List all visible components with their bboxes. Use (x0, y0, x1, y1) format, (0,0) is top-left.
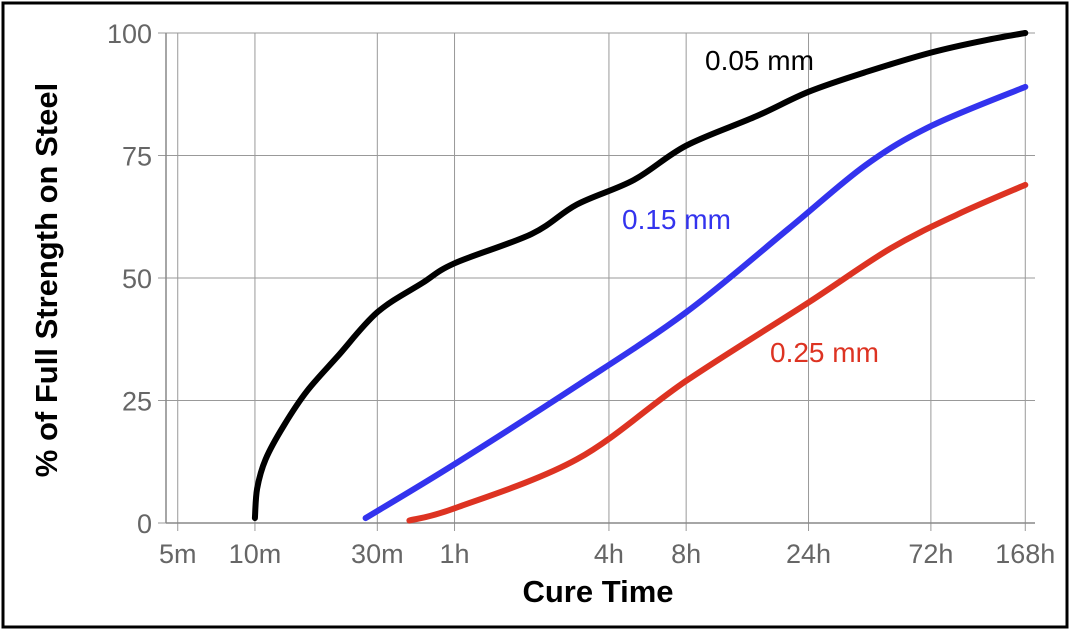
x-tick-label: 72h (908, 539, 953, 569)
series-label-1: 0.05 mm (705, 45, 814, 76)
y-tick-label: 50 (122, 264, 152, 294)
x-tick-label: 4h (594, 539, 624, 569)
x-tick-label: 24h (786, 539, 831, 569)
x-tick-label: 8h (671, 539, 701, 569)
series-labels: 0.05 mm 0.15 mm 0.25 mm (622, 45, 879, 368)
series-lines (251, 30, 1029, 524)
tick-labels: 5m 10m 30m 1h 4h 8h 24h 72h 168h 0 25 50 75 100 (107, 19, 1055, 569)
series-line-3 (406, 181, 1029, 524)
y-tick-label: 100 (107, 19, 152, 49)
y-tick-label: 25 (122, 387, 152, 417)
series-line-1 (251, 30, 1029, 522)
series-line-2 (362, 83, 1029, 522)
x-tick-label: 5m (159, 539, 197, 569)
series-label-2: 0.15 mm (622, 204, 731, 235)
axes (165, 33, 1035, 524)
x-axis-title: Cure Time (522, 574, 673, 609)
x-tick-label: 10m (229, 539, 282, 569)
series-label-3: 0.25 mm (770, 337, 879, 368)
x-tick-label: 168h (995, 539, 1055, 569)
y-tick-label: 0 (137, 509, 152, 539)
y-axis-title: % of Full Strength on Steel (29, 83, 64, 477)
y-tick-label: 75 (122, 142, 152, 172)
x-tick-label: 30m (351, 539, 404, 569)
x-tick-label: 1h (440, 539, 470, 569)
